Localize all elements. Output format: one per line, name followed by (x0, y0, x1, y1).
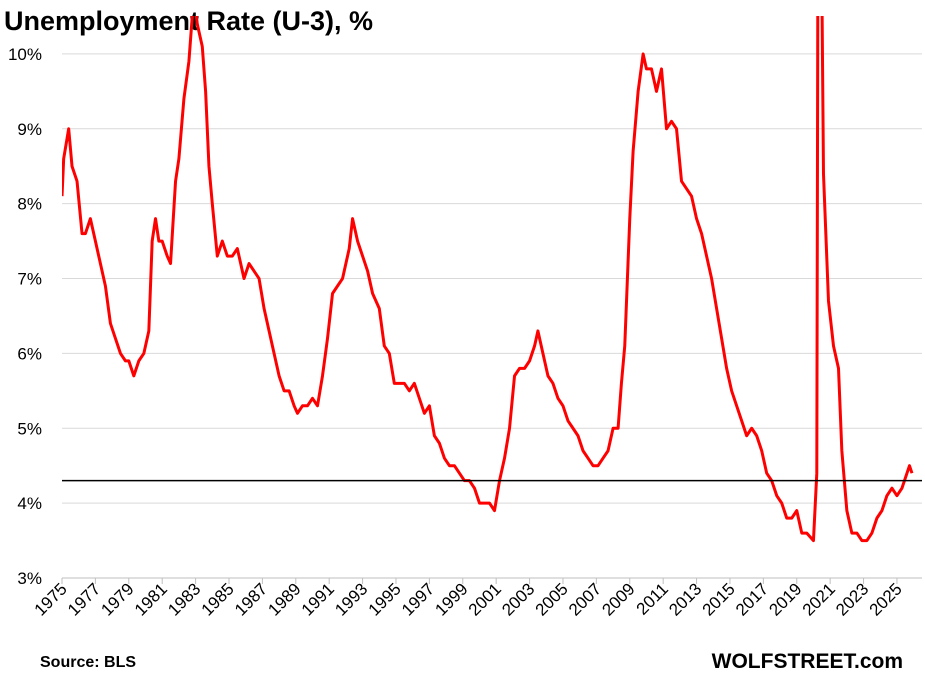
x-tick-label: 2009 (598, 579, 638, 619)
y-tick-label: 10% (8, 45, 42, 64)
y-tick-label: 4% (17, 494, 42, 513)
y-tick-label: 5% (17, 419, 42, 438)
x-tick-label: 2007 (565, 579, 605, 619)
x-tick-label: 1985 (198, 579, 238, 619)
x-tick-label: 2011 (633, 579, 672, 618)
x-tick-label: 1983 (164, 579, 204, 619)
y-tick-label: 8% (17, 195, 42, 214)
source-note: Source: BLS (40, 654, 136, 671)
x-tick-label: 1979 (97, 579, 137, 619)
x-tick-label: 1989 (264, 579, 304, 619)
x-tick-label: 2019 (765, 579, 805, 619)
x-tick-label: 1995 (365, 579, 405, 619)
x-tick-label: 1999 (431, 579, 471, 619)
credit: WOLFSTREET.com (712, 650, 903, 673)
x-tick-label: 2005 (532, 579, 572, 619)
x-tick-label: 2015 (699, 579, 739, 619)
x-tick-label: 2013 (665, 579, 705, 619)
x-tick-label: 2021 (799, 579, 839, 619)
x-tick-label: 2017 (732, 579, 772, 619)
x-tick-label: 1997 (398, 579, 438, 619)
x-tick-label: 1977 (64, 579, 104, 619)
x-tick-label: 2025 (866, 579, 906, 619)
x-tick-label: 2003 (498, 579, 538, 619)
x-tick-label: 1991 (298, 579, 338, 619)
x-tick-label: 2023 (832, 579, 872, 619)
data-line (62, 16, 914, 543)
plot-area (62, 16, 914, 543)
x-tick-label: 1993 (331, 579, 371, 619)
chart-title: Unemployment Rate (U-3), % (4, 6, 373, 36)
x-tick-label: 2001 (465, 579, 505, 619)
y-tick-label: 9% (17, 120, 42, 139)
y-tick-label: 3% (17, 569, 42, 588)
y-tick-label: 6% (17, 344, 42, 363)
x-tick-label: 1981 (131, 579, 171, 619)
x-tick-label: 1987 (231, 579, 271, 619)
y-tick-label: 7% (17, 270, 42, 289)
